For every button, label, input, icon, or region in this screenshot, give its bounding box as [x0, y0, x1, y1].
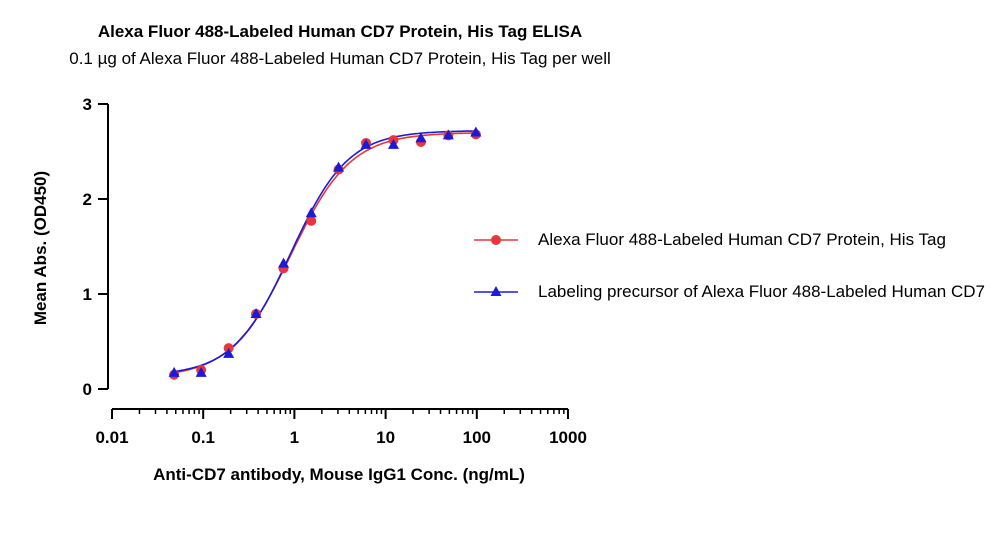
data-point-triangle	[442, 129, 454, 140]
fit-curve-1	[173, 130, 476, 373]
chart-title: Alexa Fluor 488-Labeled Human CD7 Protei…	[97, 22, 583, 41]
data-point-triangle	[470, 126, 482, 137]
chart-subtitle: 0.1 µg of Alexa Fluor 488-Labeled Human …	[69, 49, 611, 68]
data-point-triangle	[305, 207, 317, 218]
data-point-triangle	[415, 132, 427, 143]
x-tick-label: 1	[290, 428, 299, 447]
x-tick-label: 10	[376, 428, 395, 447]
legend-item-precursor: Labeling precursor of Alexa Fluor 488-La…	[472, 280, 992, 304]
chart-axes: 0.01 0.1 1 10 100 1000 0 1 2 3	[83, 95, 587, 447]
legend-marker-triangle	[490, 286, 502, 296]
y-axis-label: Mean Abs. (OD450)	[31, 171, 50, 325]
legend-label: Labeling precursor of Alexa Fluor 488-La…	[538, 282, 985, 301]
x-tick-label: 100	[463, 428, 491, 447]
data-point-circle	[306, 215, 317, 226]
data-point-triangle	[250, 307, 262, 318]
legend-item-labeled-protein: Alexa Fluor 488-Labeled Human CD7 Protei…	[472, 228, 992, 252]
data-point-triangle	[223, 347, 235, 358]
data-point-triangle	[195, 366, 207, 377]
y-tick-label: 3	[83, 95, 92, 114]
fit-curve-0	[173, 132, 476, 374]
data-point-triangle	[168, 366, 180, 377]
x-tick-label: 1000	[549, 428, 587, 447]
y-tick-label: 0	[83, 380, 92, 399]
data-point-triangle	[278, 257, 290, 268]
legend-swatch-circle	[474, 235, 518, 245]
legend: Alexa Fluor 488-Labeled Human CD7 Protei…	[472, 228, 992, 332]
fit-curves	[173, 130, 476, 374]
y-tick-label: 2	[83, 190, 92, 209]
legend-marker-circle	[491, 235, 501, 245]
data-points	[168, 126, 482, 380]
x-axis-label: Anti-CD7 antibody, Mouse IgG1 Conc. (ng/…	[153, 465, 525, 484]
legend-label: Alexa Fluor 488-Labeled Human CD7 Protei…	[538, 230, 946, 249]
x-tick-label: 0.1	[191, 428, 215, 447]
data-point-triangle	[360, 138, 372, 149]
legend-swatch-triangle	[474, 286, 518, 296]
data-point-triangle	[387, 138, 399, 149]
x-tick-label: 0.01	[95, 428, 128, 447]
y-tick-label: 1	[83, 285, 92, 304]
data-point-triangle	[333, 161, 345, 172]
